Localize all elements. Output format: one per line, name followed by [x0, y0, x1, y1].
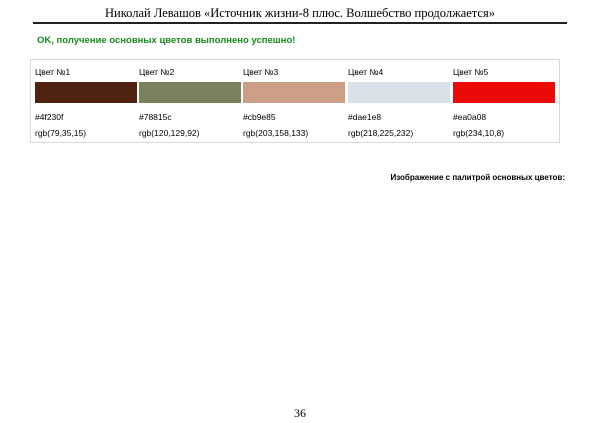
- color-swatch: [139, 82, 241, 103]
- status-message: OK, получение основных цветов выполнено …: [37, 35, 296, 46]
- color-rgb: rgb(234,10,8): [453, 128, 505, 138]
- color-label: Цвет №2: [139, 67, 175, 77]
- color-label: Цвет №3: [243, 67, 279, 77]
- color-rgb: rgb(218,225,232): [348, 128, 414, 138]
- color-hex: #dae1e8: [348, 112, 382, 122]
- color-palette: Цвет №1 #4f230f rgb(79,35,15) Цвет №2 #7…: [30, 59, 560, 143]
- color-swatch: [348, 82, 450, 103]
- color-hex: #4f230f: [35, 112, 64, 122]
- color-hex: #78815c: [139, 112, 172, 122]
- color-column-3: Цвет №3 #cb9e85 rgb(203,158,133): [239, 60, 345, 142]
- color-column-1: Цвет №1 #4f230f rgb(79,35,15): [31, 60, 137, 142]
- color-column-4: Цвет №4 #dae1e8 rgb(218,225,232): [344, 60, 450, 142]
- palette-image-caption: Изображение с палитрой основных цветов:: [390, 173, 565, 182]
- header-divider: [33, 22, 567, 24]
- color-hex: #cb9e85: [243, 112, 276, 122]
- page-number: 36: [294, 406, 306, 420]
- color-rgb: rgb(203,158,133): [243, 128, 309, 138]
- page-header: Николай Левашов «Источник жизни-8 плюс. …: [105, 6, 495, 20]
- color-rgb: rgb(120,129,92): [139, 128, 200, 138]
- color-swatch: [453, 82, 555, 103]
- color-rgb: rgb(79,35,15): [35, 128, 87, 138]
- color-label: Цвет №1: [35, 67, 71, 77]
- color-label: Цвет №4: [348, 67, 384, 77]
- color-column-5: Цвет №5 #ea0a08 rgb(234,10,8): [449, 60, 555, 142]
- color-hex: #ea0a08: [453, 112, 487, 122]
- color-swatch: [243, 82, 345, 103]
- color-column-2: Цвет №2 #78815c rgb(120,129,92): [135, 60, 241, 142]
- color-label: Цвет №5: [453, 67, 489, 77]
- color-swatch: [35, 82, 137, 103]
